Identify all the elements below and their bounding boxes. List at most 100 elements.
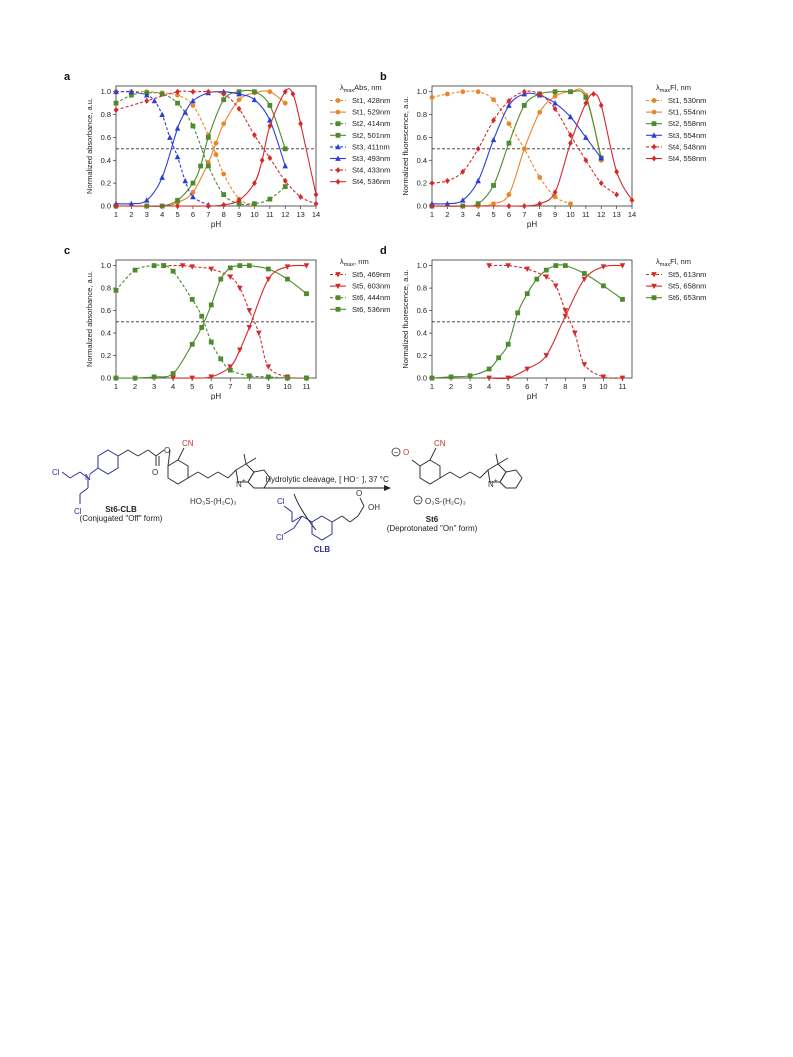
data-point [251,96,258,103]
data-point [208,266,215,272]
x-tick-label: 7 [544,382,548,391]
legend-swatch-marker [651,155,657,162]
data-point [620,296,625,302]
data-point [267,196,273,202]
panel-label: d [380,245,387,257]
series-7 [113,88,319,207]
data-point [113,287,119,293]
x-tick-label: 13 [296,210,304,219]
data-point [475,177,481,184]
data-point [568,89,573,95]
series-3 [113,90,288,207]
data-point [429,95,435,100]
data-point [552,105,558,112]
data-point [189,296,195,302]
y-tick-label: 0.8 [417,110,427,119]
data-point [128,88,135,95]
data-point [113,88,119,95]
legend-swatch-marker [651,283,657,290]
legend-label: St5, 613nm [668,270,706,279]
data-point [467,373,473,379]
y-tick-label: 0.2 [101,351,111,360]
legend-label: St2, 414nm [352,119,390,128]
data-point [170,371,176,376]
x-axis-label: pH [527,392,537,400]
byproduct-label-o: O [356,489,362,498]
data-point [619,263,626,269]
data-point [303,263,310,269]
data-point [252,89,257,95]
y-tick-label: 0.4 [417,329,427,338]
legend-item: St4, 536nm [330,177,390,186]
legend-title: λmaxAbs, nm [340,83,382,94]
data-point [267,89,273,95]
data-point [159,91,165,97]
legend-label: St1, 554nm [668,108,706,117]
legend-item: St1, 554nm [646,108,706,117]
data-point [246,263,252,269]
x-tick-label: 13 [612,210,620,219]
data-point [189,264,195,270]
data-point [143,197,150,203]
data-point [252,180,257,187]
y-tick-label: 0.6 [101,133,111,142]
y-tick-label: 0.0 [101,374,111,383]
series-2 [486,263,626,381]
data-point [460,168,466,175]
y-axis-label: Normalized absorbance, a.u. [85,271,94,367]
x-tick-label: 9 [237,210,241,219]
legend-swatch-marker [651,143,657,150]
data-point [151,97,158,104]
data-point [189,375,195,381]
data-point [284,264,291,270]
legend-item: St5, 658nm [646,282,706,291]
y-tick-label: 0.4 [417,156,427,165]
series-6 [429,91,635,209]
x-tick-label: 5 [175,210,179,219]
legend-item: St2, 414nm [330,119,390,128]
legend-swatch-marker [335,98,341,103]
x-tick-label: 11 [619,382,627,391]
legend-item: St4, 548nm [646,142,706,151]
data-point [553,263,559,269]
data-point [170,375,176,381]
data-point [175,203,180,209]
data-point [175,88,180,95]
series-line [163,264,307,379]
product-minus-charge [391,447,401,457]
data-point [629,197,635,204]
data-point [174,125,181,131]
data-point [491,201,496,207]
panel-label: a [64,71,71,83]
series-line [116,91,255,206]
data-point [252,201,257,207]
data-point [182,109,189,115]
x-tick-label: 8 [563,382,567,391]
x-tick-label: 3 [461,210,465,219]
x-tick-label: 6 [191,210,195,219]
x-tick-label: 7 [206,210,210,219]
legend-item: St5, 603nm [330,282,390,291]
data-point [282,88,288,95]
byproduct-label-cl-1: Cl [277,497,285,506]
data-point [132,375,138,381]
data-point [506,121,512,127]
data-point [236,105,242,112]
series-3 [429,263,625,381]
legend-item: St2, 501nm [330,131,390,140]
data-point [227,364,234,370]
data-point [298,120,304,127]
panel-label: b [380,71,387,83]
data-point [506,192,512,197]
data-point [486,375,492,381]
product-label-n-plus: N+ [488,478,498,489]
data-point [174,153,181,160]
y-tick-label: 0.2 [417,179,427,188]
data-point [459,197,466,203]
data-point [506,97,512,104]
data-point [221,192,227,197]
data-point [237,285,243,292]
y-tick-label: 0.0 [417,202,427,211]
reactant-label-n: N [85,473,91,482]
x-tick-label: 5 [190,382,194,391]
